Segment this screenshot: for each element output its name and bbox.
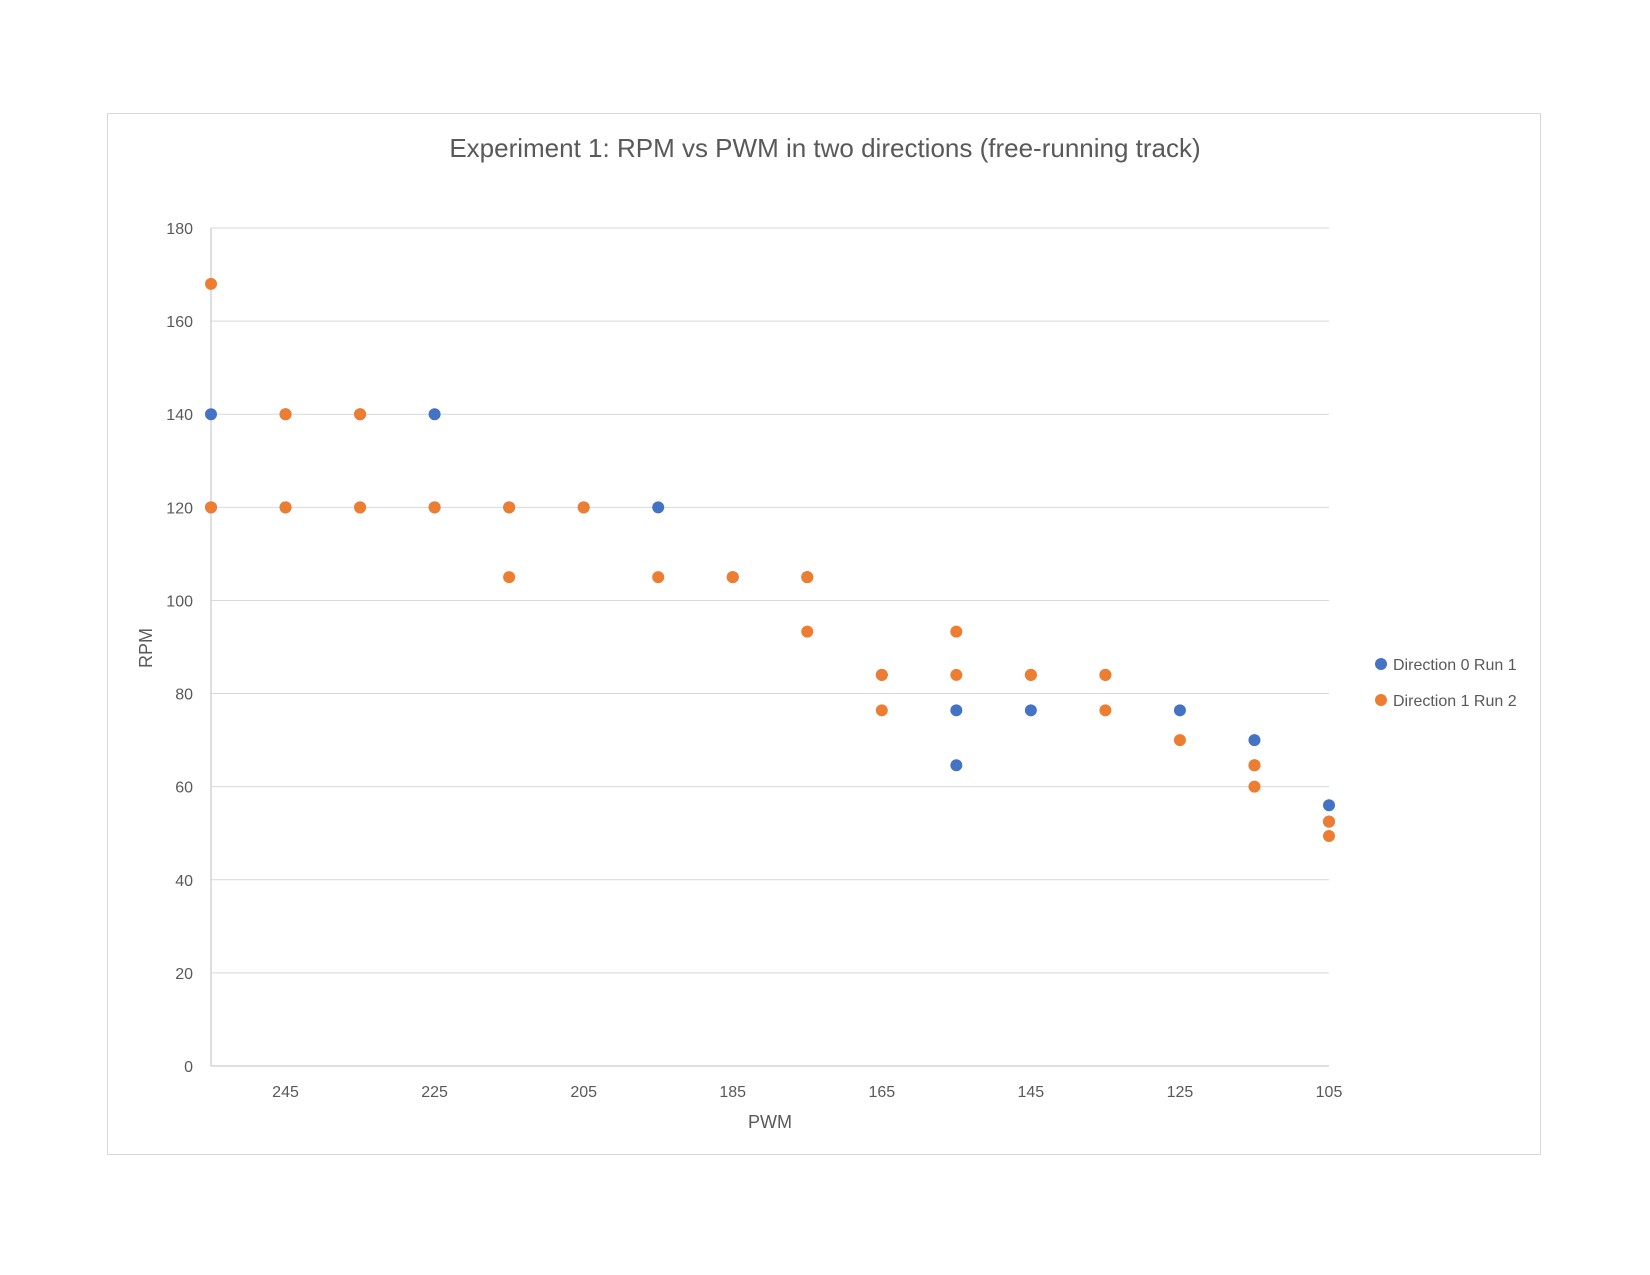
- data-point-series-2: [801, 571, 814, 584]
- y-tick-label: 140: [166, 407, 193, 424]
- data-point-series-2: [205, 501, 217, 514]
- x-tick-label: 165: [868, 1084, 895, 1101]
- chart-area: [107, 113, 1541, 1155]
- y-tick-label: 20: [175, 966, 193, 983]
- data-point-series-1: [1024, 704, 1037, 717]
- data-point-series-2: [279, 501, 292, 514]
- data-point-series-2: [950, 625, 963, 638]
- data-point-series-1: [1248, 734, 1261, 747]
- data-point-series-2: [503, 571, 516, 584]
- y-tick-label: 60: [175, 780, 193, 797]
- x-tick-label: 145: [1018, 1084, 1045, 1101]
- y-axis-label: RPM: [136, 628, 156, 668]
- legend-marker-series-1: [1375, 658, 1387, 670]
- data-point-series-1: [652, 501, 665, 514]
- chart-title: Experiment 1: RPM vs PWM in two directio…: [449, 133, 1200, 163]
- legend: Direction 0 Run 1 Direction 1 Run 2: [1375, 657, 1517, 710]
- data-point-series-2: [279, 408, 292, 421]
- y-axis-ticks: 0 20 40 60 80 100 120 140 160 180: [166, 221, 193, 1076]
- data-point-series-2: [1099, 668, 1112, 681]
- legend-label-series-2: Direction 1 Run 2: [1393, 693, 1517, 710]
- x-axis-ticks: 245 225 205 185 165 145 125 105: [272, 1084, 1342, 1101]
- data-point-series-2: [875, 668, 888, 681]
- x-tick-label: 245: [272, 1084, 299, 1101]
- data-point-series-2: [1173, 734, 1186, 747]
- data-point-series-2: [1024, 668, 1037, 681]
- y-tick-label: 40: [175, 873, 193, 890]
- y-tick-label: 100: [166, 593, 193, 610]
- data-point-series-2: [726, 571, 739, 584]
- x-tick-label: 225: [421, 1084, 448, 1101]
- data-point-series-2: [1323, 815, 1335, 828]
- data-point-series-1: [950, 759, 963, 772]
- data-point-series-2: [205, 277, 217, 290]
- x-axis-label: PWM: [748, 1112, 792, 1132]
- y-tick-label: 80: [175, 687, 193, 704]
- legend-label-series-1: Direction 0 Run 1: [1393, 657, 1517, 674]
- y-tick-label: 0: [184, 1059, 193, 1076]
- x-tick-label: 105: [1316, 1084, 1343, 1101]
- x-tick-label: 205: [570, 1084, 597, 1101]
- data-point-series-2: [577, 501, 590, 514]
- data-point-series-2: [801, 625, 814, 638]
- axes: [210, 228, 1329, 1067]
- y-tick-label: 180: [166, 221, 193, 238]
- data-point-series-2: [652, 571, 665, 584]
- data-point-series-2: [1248, 780, 1261, 793]
- x-tick-label: 185: [719, 1084, 746, 1101]
- data-point-series-2: [428, 501, 441, 514]
- data-point-series-2: [1099, 704, 1112, 717]
- data-point-series-2: [354, 501, 367, 514]
- data-point-series-2: [503, 501, 516, 514]
- data-point-series-1: [428, 408, 441, 421]
- y-tick-label: 120: [166, 500, 193, 517]
- data-point-series-2: [354, 408, 367, 421]
- data-point-series-2: [1248, 759, 1261, 772]
- data-point-series-2: [950, 668, 963, 681]
- data-point-series-2: [875, 704, 888, 717]
- data-points: [205, 277, 1335, 843]
- gridlines: [211, 227, 1329, 974]
- data-point-series-1: [950, 704, 963, 717]
- data-point-series-2: [1323, 830, 1335, 843]
- data-point-series-1: [1173, 704, 1186, 717]
- legend-marker-series-2: [1375, 694, 1387, 706]
- data-point-series-1: [1323, 799, 1335, 812]
- x-tick-label: 125: [1167, 1084, 1194, 1101]
- data-point-series-1: [205, 408, 217, 421]
- y-tick-label: 160: [166, 314, 193, 331]
